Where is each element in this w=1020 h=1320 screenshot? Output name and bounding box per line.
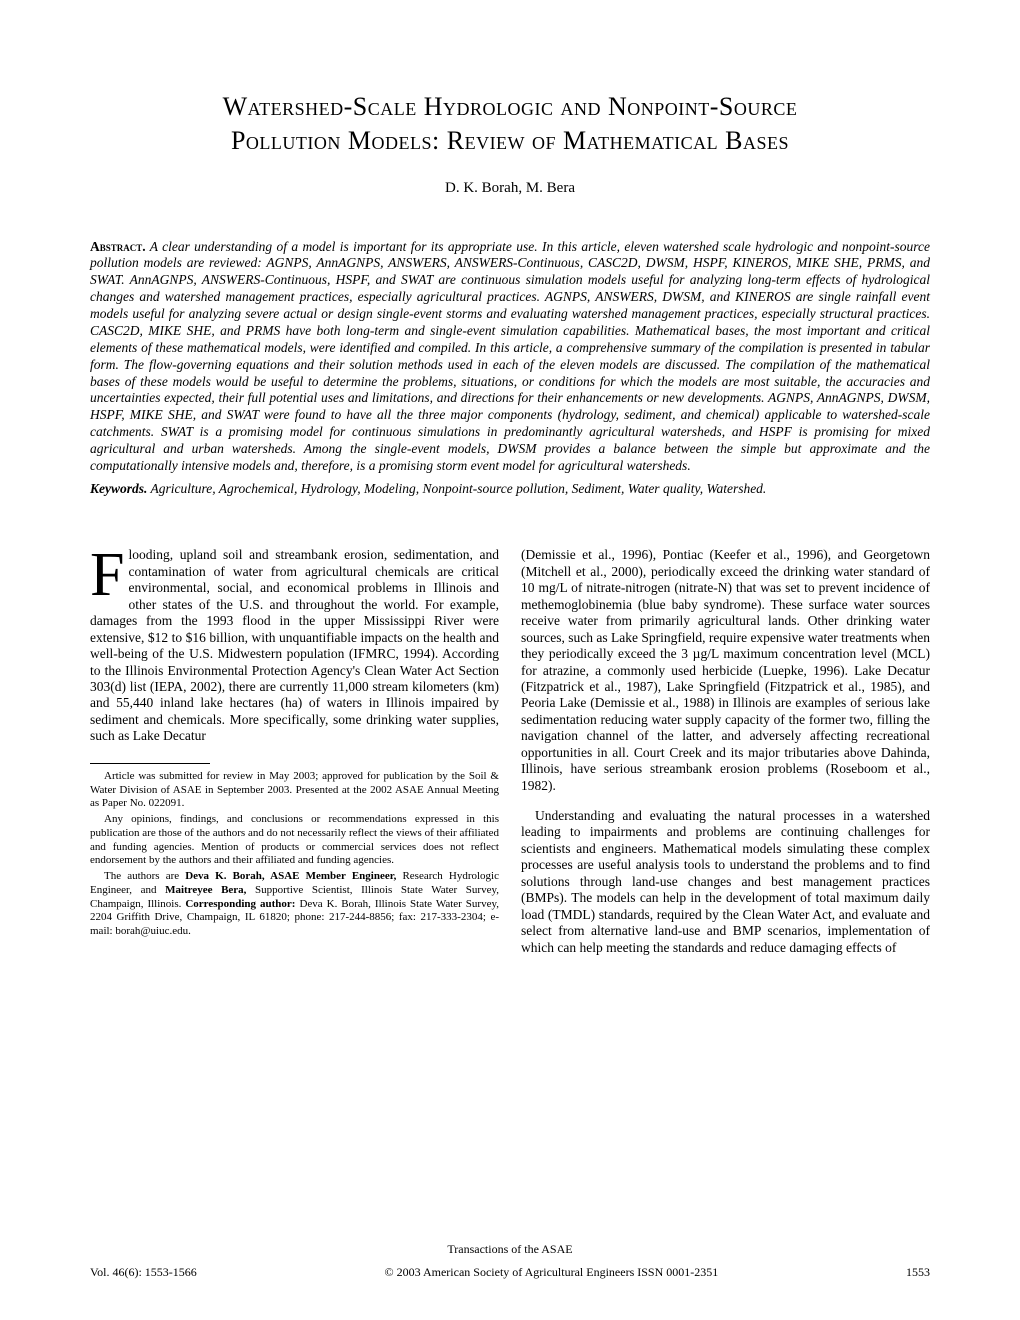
footer-page-number: 1553	[906, 1265, 930, 1280]
footnote-3: The authors are Deva K. Borah, ASAE Memb…	[90, 870, 499, 939]
authors: D. K. Borah, M. Bera	[90, 180, 930, 197]
footer-journal: Transactions of the ASAE	[90, 1242, 930, 1257]
footnote-2: Any opinions, findings, and conclusions …	[90, 813, 499, 868]
body-paragraph-3: Understanding and evaluating the natural…	[521, 808, 930, 956]
article-title: Watershed-Scale Hydrologic and Nonpoint-…	[90, 90, 930, 158]
title-line-2: Pollution Models: Review of Mathematical…	[231, 126, 789, 155]
footer-volume: Vol. 46(6): 1553-1566	[90, 1265, 197, 1280]
title-line-1: Watershed-Scale Hydrologic and Nonpoint-…	[223, 92, 798, 121]
abstract-text: A clear understanding of a model is impo…	[90, 239, 930, 473]
abstract: Abstract. A clear understanding of a mod…	[90, 239, 930, 475]
footnote3-d: Maitreyee Bera,	[165, 884, 246, 896]
footnote-1: Article was submitted for review in May …	[90, 770, 499, 811]
footnote3-f: Corresponding author:	[185, 898, 295, 910]
footer-copyright: © 2003 American Society of Agricultural …	[385, 1265, 719, 1280]
body-columns: Flooding, upland soil and streambank ero…	[90, 534, 930, 1224]
keywords: Keywords. Agriculture, Agrochemical, Hyd…	[90, 481, 930, 498]
footnotes: Article was submitted for review in May …	[90, 770, 499, 939]
body-col1-text: looding, upland soil and streambank eros…	[90, 547, 499, 743]
footnote-separator	[90, 763, 210, 764]
body-paragraph-1: Flooding, upland soil and streambank ero…	[90, 547, 499, 745]
dropcap: F	[90, 547, 128, 599]
page-footer: Transactions of the ASAE Vol. 46(6): 155…	[90, 1224, 930, 1280]
keywords-text: Agriculture, Agrochemical, Hydrology, Mo…	[147, 481, 766, 496]
keywords-label: Keywords.	[90, 481, 147, 496]
abstract-label: Abstract.	[90, 239, 146, 254]
footnote3-b: Deva K. Borah, ASAE Member Engineer,	[185, 870, 396, 882]
body-paragraph-2: (Demissie et al., 1996), Pontiac (Keefer…	[521, 547, 930, 794]
footnote3-a: The authors are	[104, 870, 185, 882]
